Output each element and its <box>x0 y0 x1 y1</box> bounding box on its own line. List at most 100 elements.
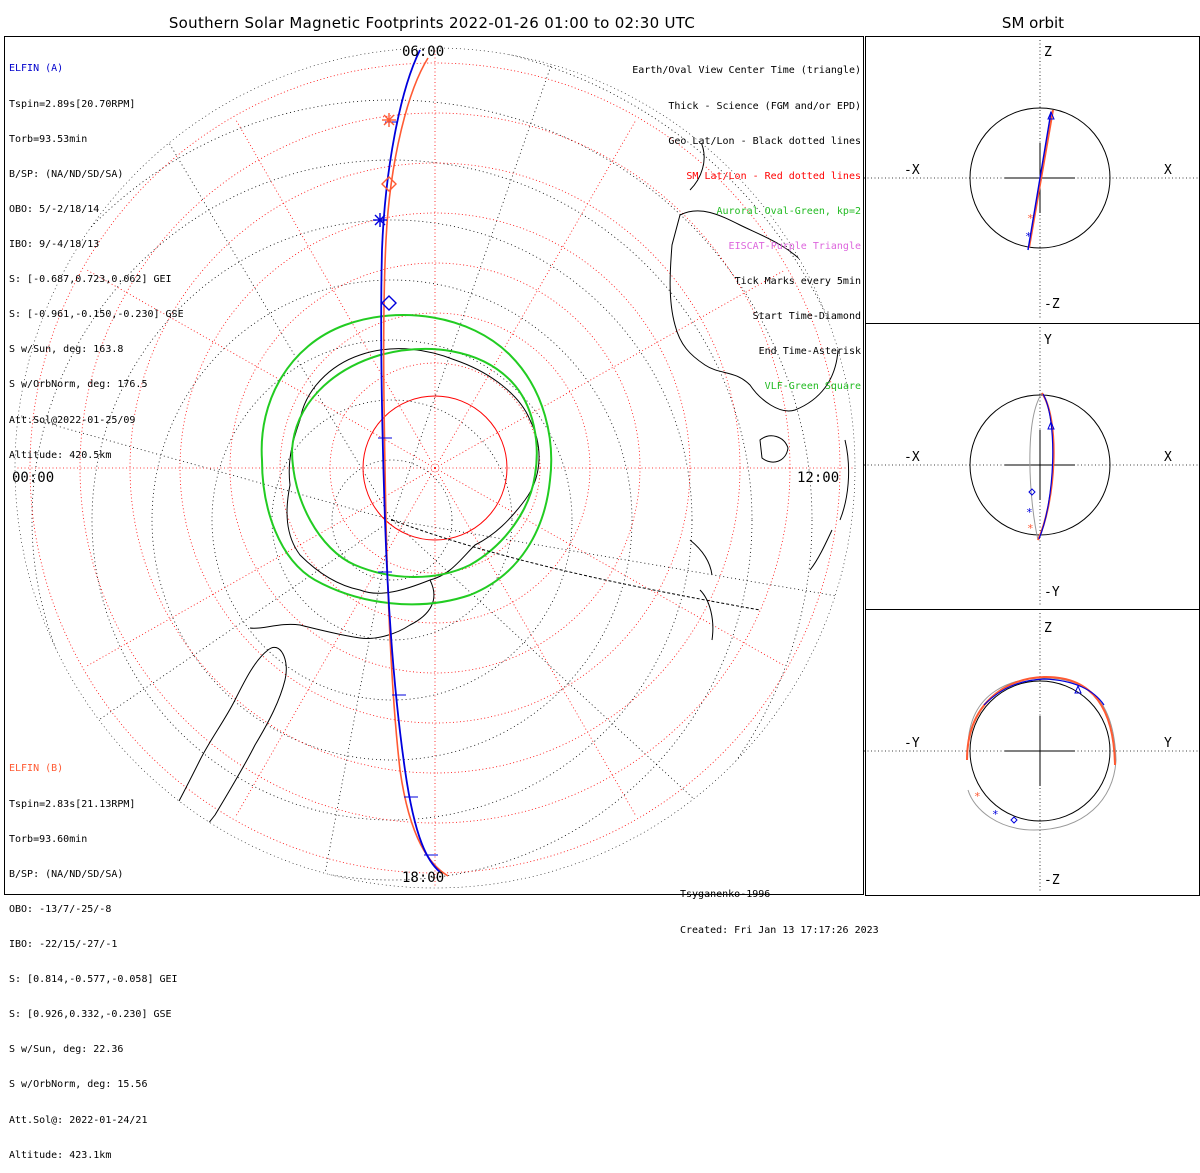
time-label-top: 06:00 <box>402 44 445 60</box>
end-marker-a-yz: * <box>992 808 999 821</box>
elfin-b-name: ELFIN (B) <box>9 763 64 775</box>
orbit-grey-xy <box>1029 392 1043 541</box>
orbit-a-xy <box>1038 393 1054 540</box>
legend-entry: End Time-Asterisk <box>758 346 861 358</box>
elfin-a-line: OBO: 5/-2/18/14 <box>9 203 100 215</box>
start-marker-a-xy <box>1047 420 1055 430</box>
end-asterisk-b <box>382 113 396 127</box>
elfin-a-line: Att.Sol@2022-01-25/09 <box>9 414 136 426</box>
end-asterisk-markers <box>373 113 396 227</box>
elfin-a-line: Altitude: 420.5km <box>9 449 112 461</box>
elfin-a-line: S w/Sun, deg: 163.8 <box>9 344 124 356</box>
panel-1-label-bottom: -Z <box>1044 297 1060 312</box>
end-marker-b-xz: * <box>1027 212 1034 225</box>
panel-1-label-top: Z <box>1044 45 1052 60</box>
auroral-oval-inner <box>290 347 538 578</box>
elfin-a-line: IBO: 9/-4/18/13 <box>9 238 100 250</box>
legend-entry: Auroral Oval-Green, kp=2 <box>716 205 862 217</box>
sm-lon-grid <box>15 48 855 888</box>
elfin-a-line: Torb=93.53min <box>9 133 88 145</box>
sm-orbit-panels: * * -X X Z -Z * * -X X Y -Y * <box>864 36 1200 896</box>
elfin-a-line: S: [-0.961,-0.150,-0.230] GSE <box>9 309 184 321</box>
panel-3-label-right: Y <box>1164 736 1172 751</box>
elfin-b-line: IBO: -22/15/-27/-1 <box>9 938 118 950</box>
polar-map-frame <box>4 36 864 895</box>
panel-2-label-bottom: -Y <box>1044 585 1060 600</box>
panel-3-label-bottom: -Z <box>1044 873 1060 888</box>
elfin-b-line: B/SP: (NA/ND/SD/SA) <box>9 868 124 880</box>
elfin-b-line: Att.Sol@: 2022-01-24/21 <box>9 1114 148 1126</box>
polar-map <box>4 36 864 895</box>
new-zealand-coast <box>809 439 850 571</box>
panel-2-label-right: X <box>1164 450 1172 465</box>
coastlines <box>149 69 850 861</box>
panel-1-label-right: X <box>1164 163 1172 178</box>
antarctic-peninsula <box>249 579 435 639</box>
panel-3-label-top: Z <box>1044 621 1052 636</box>
legend-entry: VLF-Green Square <box>764 381 861 393</box>
end-asterisk-a <box>373 213 387 227</box>
sm-inner-circle <box>362 395 508 541</box>
start-marker-a-xz <box>1047 110 1055 120</box>
end-marker-a-xy: * <box>1026 506 1033 519</box>
panel-xz: * * -X X Z -Z <box>864 40 1200 320</box>
elfin-a-line: S: [-0.687,0.723,0.062] GEI <box>9 274 172 286</box>
side-panel-title: SM orbit <box>1001 14 1065 32</box>
auroral-oval-outer <box>260 314 553 606</box>
legend-entry: Earth/Oval View Center Time (triangle) <box>632 65 861 77</box>
time-label-right: 12:00 <box>797 470 840 486</box>
start-diamond-a <box>381 295 397 311</box>
time-label-left: 00:00 <box>12 470 55 486</box>
legend-entry: Thick - Science (FGM and/or EPD) <box>668 100 861 112</box>
plot-title: Southern Solar Magnetic Footprints 2022-… <box>168 14 696 32</box>
legend: Earth/Oval View Center Time (triangle) T… <box>632 42 861 405</box>
time-label-bottom: 18:00 <box>402 870 445 886</box>
elfin-a-line: S w/OrbNorm, deg: 176.5 <box>9 379 148 391</box>
elfin-b-line: S: [0.814,-0.577,-0.058] GEI <box>9 974 178 986</box>
panel-2-label-top: Y <box>1044 333 1052 348</box>
geo-reference-line <box>391 519 761 611</box>
orbit-grey-yz <box>967 677 1117 831</box>
end-marker-a-xz: * <box>1025 230 1032 243</box>
legend-entry: Geo Lat/Lon - Black dotted lines <box>668 135 861 147</box>
elfin-b-line: Altitude: 423.1km <box>9 1149 112 1161</box>
created-timestamp: Created: Fri Jan 13 17:17:26 2023 <box>680 925 879 936</box>
indian-ocean-islands <box>689 539 714 641</box>
orbit-b-xz <box>1028 109 1054 249</box>
end-marker-b-yz: * <box>974 790 981 803</box>
legend-entry: SM Lat/Lon - Red dotted lines <box>686 170 861 182</box>
panel-yz: * * -Y Y Z -Z <box>864 613 1200 892</box>
legend-entry: EISCAT-Purple Triangle <box>728 240 861 252</box>
panel-1-label-left: -X <box>904 163 920 178</box>
start-diamond-yz <box>1010 816 1018 824</box>
panel-2-label-left: -X <box>904 450 920 465</box>
panel-2-frame <box>865 323 1200 610</box>
start-diamond-b <box>381 176 397 192</box>
south-america-coast <box>149 647 287 861</box>
legend-entry: Tick Marks every 5min <box>734 276 861 288</box>
elfin-b-line: Tspin=2.83s[21.13RPM] <box>9 798 136 810</box>
elfin-b-line: S w/OrbNorm, deg: 15.56 <box>9 1079 148 1091</box>
panel-xy: * * -X X Y -Y <box>864 327 1200 606</box>
elfin-b-line: S: [0.926,0.332,-0.230] GSE <box>9 1009 172 1021</box>
panel-3-frame <box>865 609 1200 896</box>
start-diamond-markers <box>381 176 397 311</box>
earth-circle <box>969 680 1111 822</box>
auroral-ovals <box>260 314 553 606</box>
elfin-a-name: ELFIN (A) <box>9 63 64 75</box>
tasmania-coast <box>759 435 789 463</box>
start-diamond-xy <box>1028 488 1036 496</box>
model-name: Tsyganenko-1996 <box>680 889 771 900</box>
legend-entry: Start Time-Diamond <box>752 311 861 323</box>
end-marker-b-xy: * <box>1027 522 1034 535</box>
elfin-b-line: S w/Sun, deg: 22.36 <box>9 1044 124 1056</box>
orbit-b-yz <box>966 675 1116 766</box>
australia-coast <box>669 210 839 412</box>
geo-lon-grid <box>15 48 855 888</box>
map-boundary <box>14 47 856 889</box>
orbit-track-b <box>382 57 449 877</box>
orbit-a-yz <box>983 678 1105 706</box>
panel-1-frame <box>865 36 1200 324</box>
elfin-b-line: OBO: -13/7/-25/-8 <box>9 903 112 915</box>
orbit-track-a <box>380 49 441 873</box>
